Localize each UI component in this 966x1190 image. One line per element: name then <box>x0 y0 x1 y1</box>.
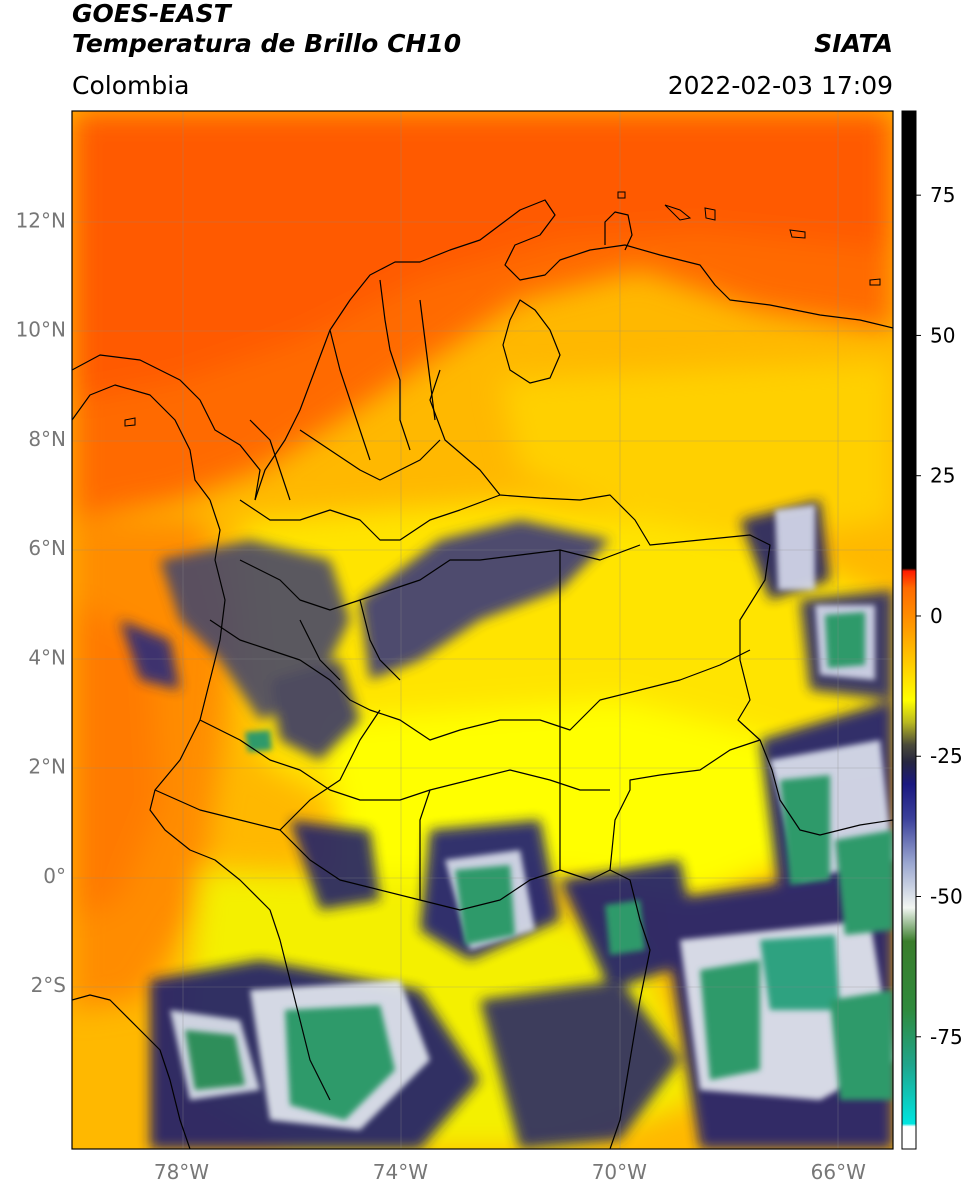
colorbar-gradient <box>902 111 916 1149</box>
lat-tick-label: 10°N <box>16 318 66 342</box>
colorbar-tick-label: 0 <box>930 604 943 628</box>
islands <box>124 191 881 427</box>
coastlines-borders <box>72 199 893 1149</box>
region-label: Colombia <box>72 71 190 100</box>
lon-tick-label: 70°W <box>592 1160 647 1184</box>
plot-frame <box>71 110 894 1150</box>
brand-label: SIATA <box>814 29 893 58</box>
colorbar-frame <box>901 110 917 1150</box>
lat-tick-label: 2°N <box>28 755 66 779</box>
timestamp-label: 2022-02-03 17:09 <box>667 71 893 100</box>
lat-tick-label: 6°N <box>28 536 66 560</box>
lat-tick-label: 4°N <box>28 645 66 669</box>
colorbar: 75 50 25 0 -25 -50 -75 <box>901 110 963 1150</box>
satellite-title: GOES-EAST <box>72 0 231 28</box>
lon-tick-label: 78°W <box>154 1160 209 1184</box>
graticule <box>72 111 893 1149</box>
brightness-temperature-field <box>72 111 893 1149</box>
colorbar-tick-label: -50 <box>930 885 963 909</box>
lat-tick-label: 0° <box>43 864 66 888</box>
colorbar-tick-label: 25 <box>930 464 955 488</box>
longitude-axis: 78°W 74°W 70°W 66°W <box>154 1160 866 1184</box>
colorbar-tick-label: 50 <box>930 323 955 347</box>
lat-tick-label: 12°N <box>16 208 66 232</box>
lat-tick-label: 8°N <box>28 427 66 451</box>
latitude-axis: 12°N 10°N 8°N 6°N 4°N 2°N 0° 2°S <box>16 208 66 997</box>
colorbar-tick-label: -75 <box>930 1025 963 1049</box>
product-title: Temperatura de Brillo CH10 <box>72 29 462 58</box>
lon-tick-label: 74°W <box>373 1160 428 1184</box>
colorbar-tick-label: -25 <box>930 744 963 768</box>
lon-tick-label: 66°W <box>811 1160 866 1184</box>
colorbar-ticks: 75 50 25 0 -25 -50 -75 <box>916 183 963 1049</box>
colorbar-tick-label: 75 <box>930 183 955 207</box>
lat-tick-label: 2°S <box>31 973 66 997</box>
